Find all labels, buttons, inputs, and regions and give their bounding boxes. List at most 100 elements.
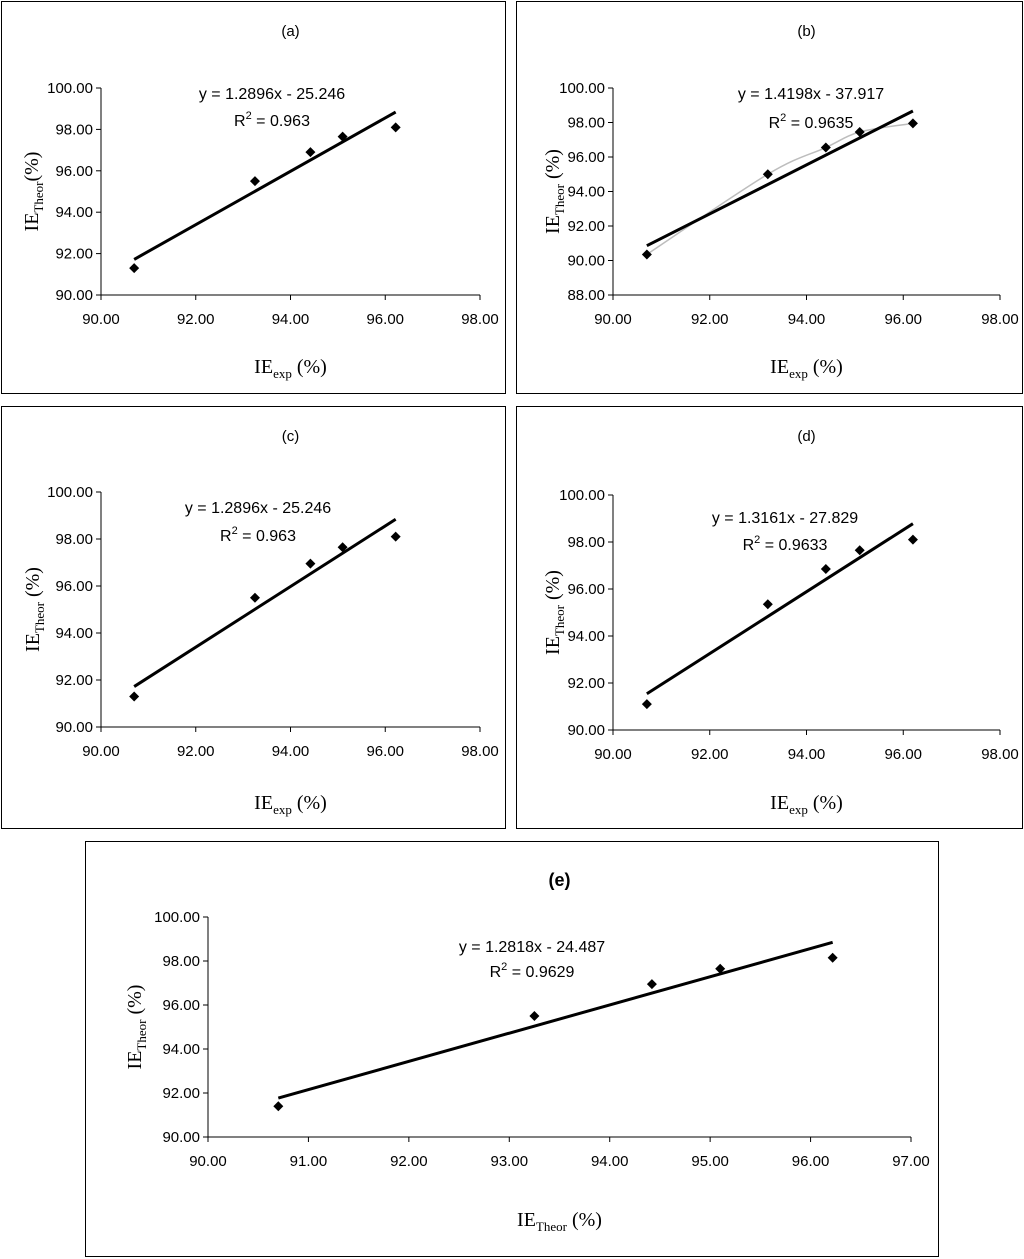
chart-b: (b) 88.00 90.00 92.00 94.00 96.00 98.00 100.00 9… bbox=[542, 23, 1019, 381]
trendline-equation: y = 1.2896x - 25.246 bbox=[185, 500, 331, 517]
data-point bbox=[390, 122, 401, 133]
x-axis-label: IEexp (%) bbox=[770, 792, 843, 817]
x-axis-label: IETheor (%) bbox=[517, 1209, 602, 1234]
y-tick-label: 94.00 bbox=[567, 184, 605, 201]
y-tick-label: 94.00 bbox=[55, 204, 93, 221]
x-axis-label-unit: (%) bbox=[808, 792, 843, 814]
x-axis-label-main: IE bbox=[254, 356, 273, 378]
trendline-equation: y = 1.2818x - 24.487 bbox=[459, 939, 605, 956]
y-tick-label: 90.00 bbox=[567, 253, 605, 270]
y-axis-label-subscript: Theor bbox=[134, 1019, 149, 1051]
data-point bbox=[337, 542, 348, 553]
r-squared-label: R2 = 0.9633 bbox=[743, 534, 828, 554]
x-tick-label: 98.00 bbox=[981, 311, 1019, 328]
data-point bbox=[337, 131, 348, 142]
x-tick-label: 98.00 bbox=[461, 743, 499, 760]
r-squared-exponent: 2 bbox=[246, 110, 252, 122]
y-tick-label: 96.00 bbox=[162, 997, 200, 1014]
y-tick-label: 88.00 bbox=[567, 287, 605, 304]
trendline bbox=[646, 522, 914, 696]
x-tick-label: 96.00 bbox=[884, 746, 922, 763]
chart-e: (e) 90.00 92.00 94.00 96.00 98.00 100.00 90.00 9… bbox=[124, 870, 930, 1234]
y-axis-label-main: IE bbox=[542, 215, 564, 234]
data-point bbox=[529, 1011, 540, 1021]
trendline-equation: y = 1.4198x - 37.917 bbox=[738, 86, 884, 103]
x-axis-label-subscript: exp bbox=[789, 366, 808, 381]
data-point bbox=[305, 147, 316, 158]
y-axis-label-subscript: Theor bbox=[31, 181, 46, 213]
y-tick-label: 90.00 bbox=[55, 719, 93, 736]
y-axis-label-main: IE bbox=[22, 633, 44, 652]
y-tick-label: 98.00 bbox=[55, 531, 93, 548]
x-axis-label-main: IE bbox=[770, 356, 789, 378]
x-axis-label-subscript: exp bbox=[273, 366, 292, 381]
x-tick-label: 90.00 bbox=[82, 743, 120, 760]
y-axis-label: IETheor (%) bbox=[124, 985, 149, 1070]
x-tick-label: 90.00 bbox=[189, 1153, 227, 1170]
y-tick-label: 96.00 bbox=[55, 578, 93, 595]
x-axis-label: IEexp (%) bbox=[254, 356, 327, 381]
y-axis-label-subscript: Theor bbox=[32, 601, 47, 633]
x-tick-label: 98.00 bbox=[981, 746, 1019, 763]
data-point bbox=[249, 592, 260, 603]
x-tick-label: 90.00 bbox=[82, 311, 120, 328]
x-axis-label: IEexp (%) bbox=[254, 792, 327, 817]
trendline-equation: y = 1.2896x - 25.246 bbox=[199, 86, 345, 103]
x-axis-label-subscript: Theor bbox=[536, 1219, 568, 1234]
r-squared-exponent: 2 bbox=[780, 112, 786, 124]
chart-title: (e) bbox=[549, 870, 571, 890]
y-tick-label: 94.00 bbox=[567, 628, 605, 645]
chart-panel-c: (c) 90.00 92.00 94.00 96.00 98.00 100.00 90.00 9… bbox=[1, 406, 506, 829]
r-squared-exponent: 2 bbox=[754, 534, 760, 546]
y-tick-label: 96.00 bbox=[567, 581, 605, 598]
data-point bbox=[762, 599, 773, 610]
x-tick-label: 92.00 bbox=[177, 743, 215, 760]
y-axis-label-main: IE bbox=[21, 213, 43, 232]
x-tick-label: 95.00 bbox=[691, 1153, 729, 1170]
smooth-series-line bbox=[646, 122, 914, 256]
x-tick-label: 90.00 bbox=[594, 746, 632, 763]
trendline bbox=[133, 518, 397, 688]
r-squared-label: R2 = 0.9635 bbox=[769, 112, 854, 132]
r-squared-value: = 0.9629 bbox=[507, 964, 574, 981]
x-tick-label: 94.00 bbox=[788, 311, 826, 328]
trendline-equation: y = 1.3161x - 27.829 bbox=[712, 510, 858, 527]
y-axis-label-unit: (%) bbox=[124, 985, 146, 1020]
x-tick-label: 92.00 bbox=[177, 311, 215, 328]
y-tick-label: 92.00 bbox=[55, 246, 93, 263]
x-axis-label-subscript: exp bbox=[273, 802, 292, 817]
x-axis-label: IEexp (%) bbox=[770, 356, 843, 381]
x-axis-label-main: IE bbox=[517, 1209, 536, 1231]
y-tick-label: 92.00 bbox=[162, 1085, 200, 1102]
chart-panel-d: (d) 90.00 92.00 94.00 96.00 98.00 100.00 90.00 9… bbox=[516, 406, 1023, 829]
y-axis-label: IETheor (%) bbox=[542, 570, 567, 655]
r-squared-label: R2 = 0.963 bbox=[234, 110, 310, 130]
y-tick-label: 100.00 bbox=[559, 80, 605, 97]
x-tick-label: 96.00 bbox=[792, 1153, 830, 1170]
y-tick-label: 96.00 bbox=[55, 163, 93, 180]
data-point bbox=[907, 118, 918, 129]
data-point bbox=[390, 531, 401, 542]
y-tick-label: 90.00 bbox=[567, 722, 605, 739]
y-tick-label: 100.00 bbox=[154, 909, 200, 926]
y-tick-label: 100.00 bbox=[559, 487, 605, 504]
x-tick-label: 94.00 bbox=[272, 311, 310, 328]
y-tick-label: 100.00 bbox=[47, 80, 93, 97]
r-squared-value: = 0.963 bbox=[238, 528, 296, 545]
y-axis-label-subscript: Theor bbox=[552, 604, 567, 636]
y-axis-label-unit: (%) bbox=[21, 152, 43, 182]
y-axis-label-unit: (%) bbox=[22, 567, 44, 602]
y-tick-label: 94.00 bbox=[55, 625, 93, 642]
data-point bbox=[854, 126, 865, 137]
r-squared-label: R2 = 0.9629 bbox=[490, 961, 575, 981]
x-axis-label-unit: (%) bbox=[567, 1209, 602, 1231]
data-point bbox=[129, 691, 140, 702]
y-tick-label: 98.00 bbox=[55, 121, 93, 138]
x-tick-label: 94.00 bbox=[272, 743, 310, 760]
y-tick-label: 92.00 bbox=[567, 675, 605, 692]
x-axis-label-unit: (%) bbox=[808, 356, 843, 378]
y-tick-label: 96.00 bbox=[567, 149, 605, 166]
x-tick-label: 96.00 bbox=[366, 743, 404, 760]
trendline bbox=[133, 110, 397, 261]
y-tick-label: 94.00 bbox=[162, 1041, 200, 1058]
